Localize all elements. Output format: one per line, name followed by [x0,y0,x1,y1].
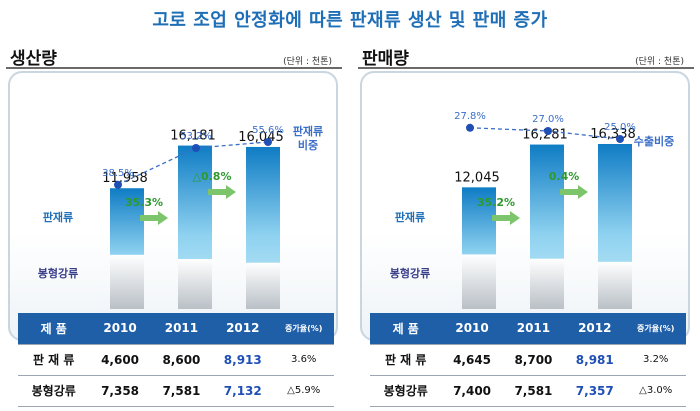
growth-arrow [492,211,520,225]
total-label: 16,338 [590,127,636,142]
ratio-point [544,127,552,135]
cell-value: 8,981 [564,344,626,376]
cell-value: 4,645 [441,344,503,376]
ratio-point [192,144,200,152]
bar-base-2011 [178,258,212,309]
cell-value: 7,581 [502,375,565,408]
divider [6,67,342,69]
stack-label-top: 판재류 [43,210,73,224]
growth-label: 35.2% [477,196,515,209]
cell-value: 8,913 [212,344,274,376]
table-row: 봉형강류 7,358 7,581 7,132 △5.9% [18,375,334,408]
ratio-label: 53.2% [180,131,212,142]
growth-arrow [208,185,236,199]
total-label: 12,045 [454,170,500,185]
ratio-label: 27.0% [532,114,564,125]
header-2011: 2011 [502,313,565,345]
divider [358,67,694,69]
stack-label-bottom: 봉형강류 [38,266,78,280]
bar-base-2012 [246,262,280,309]
table-header-row: 제 품 2010 2011 2012 증가율(%) [370,313,686,345]
sales-panel: 판매량 (단위 : 천톤) 판재류 봉형강류 12,045 16,281 16,338 3… [356,40,700,408]
header-2010: 2010 [441,313,503,345]
total-label: 16,045 [238,130,284,145]
cell-value: 8,700 [502,344,565,376]
cell-value: 8,600 [150,344,213,376]
header-rate: 증가율(%) [625,313,686,345]
bar-base-2012 [598,261,632,309]
growth-label: △0.8% [193,170,232,183]
ratio-label: 55.6% [252,125,284,136]
cell-value: 4,600 [89,344,151,376]
row-label: 봉형강류 [370,375,442,408]
cell-rate: △3.0% [625,375,686,408]
row-label: 봉형강류 [18,375,90,408]
growth-label: 35.3% [125,196,163,209]
header-2011: 2011 [150,313,213,345]
ratio-series-name: 수출비중 [634,134,674,148]
table-row: 봉형강류 7,400 7,581 7,357 △3.0% [370,375,686,408]
cell-rate: △5.9% [273,375,334,408]
cell-value: 7,581 [150,375,213,408]
ratio-series-name: 판재류 [293,124,323,138]
row-label: 판 재 류 [18,344,90,376]
growth-arrow [560,185,588,199]
header-product: 제 품 [18,313,90,345]
bar-base-2011 [530,258,564,309]
header-2012: 2012 [212,313,274,345]
cell-value: 7,132 [212,375,274,408]
cell-value: 7,400 [441,375,503,408]
table-header-row: 제 품 2010 2011 2012 증가율(%) [18,313,334,345]
bar-base-2010 [462,254,496,309]
chart-frame [8,71,338,341]
ratio-point [114,180,122,189]
row-label: 판 재 류 [370,344,442,376]
panel-title: 판매량 [362,49,409,69]
ratio-series-name: 비중 [298,138,318,152]
header-2010: 2010 [89,313,151,345]
cell-rate: 3.2% [625,344,686,376]
panel-title: 생산량 [10,49,57,69]
ratio-point [616,135,624,143]
unit-label: (단위 : 천톤) [635,57,684,67]
ratio-label: 27.8% [454,111,486,122]
production-table: 제 품 2010 2011 2012 증가율(%) 판 재 류 4,600 8,… [18,313,334,408]
ratio-label: 25.0% [604,122,636,133]
growth-arrow [140,211,168,225]
table-row: 판 재 류 4,600 8,600 8,913 3.6% [18,344,334,376]
header-product: 제 품 [370,313,442,345]
growth-label: 0.4% [549,170,580,183]
table-row: 판 재 류 4,645 8,700 8,981 3.2% [370,344,686,376]
stack-label-top: 판재류 [395,210,425,224]
cell-rate: 3.6% [273,344,334,376]
ratio-point [466,123,474,132]
unit-label: (단위 : 천톤) [283,57,332,67]
chart-frame [360,71,690,341]
header-2012: 2012 [564,313,626,345]
ratio-point [264,138,272,146]
total-label: 16,181 [170,129,216,144]
sales-table: 제 품 2010 2011 2012 증가율(%) 판 재 류 4,645 8,… [370,313,686,408]
page-title: 고로 조업 안정화에 따른 판재류 생산 및 판매 증가 [152,10,548,31]
cell-value: 7,358 [89,375,151,408]
header-rate: 증가율(%) [273,313,334,345]
cell-value: 7,357 [564,375,626,408]
total-label: 11,958 [102,171,148,186]
bar-base-2010 [110,254,144,309]
stack-label-bottom: 봉형강류 [390,266,430,280]
ratio-label: 38.5% [102,168,134,179]
